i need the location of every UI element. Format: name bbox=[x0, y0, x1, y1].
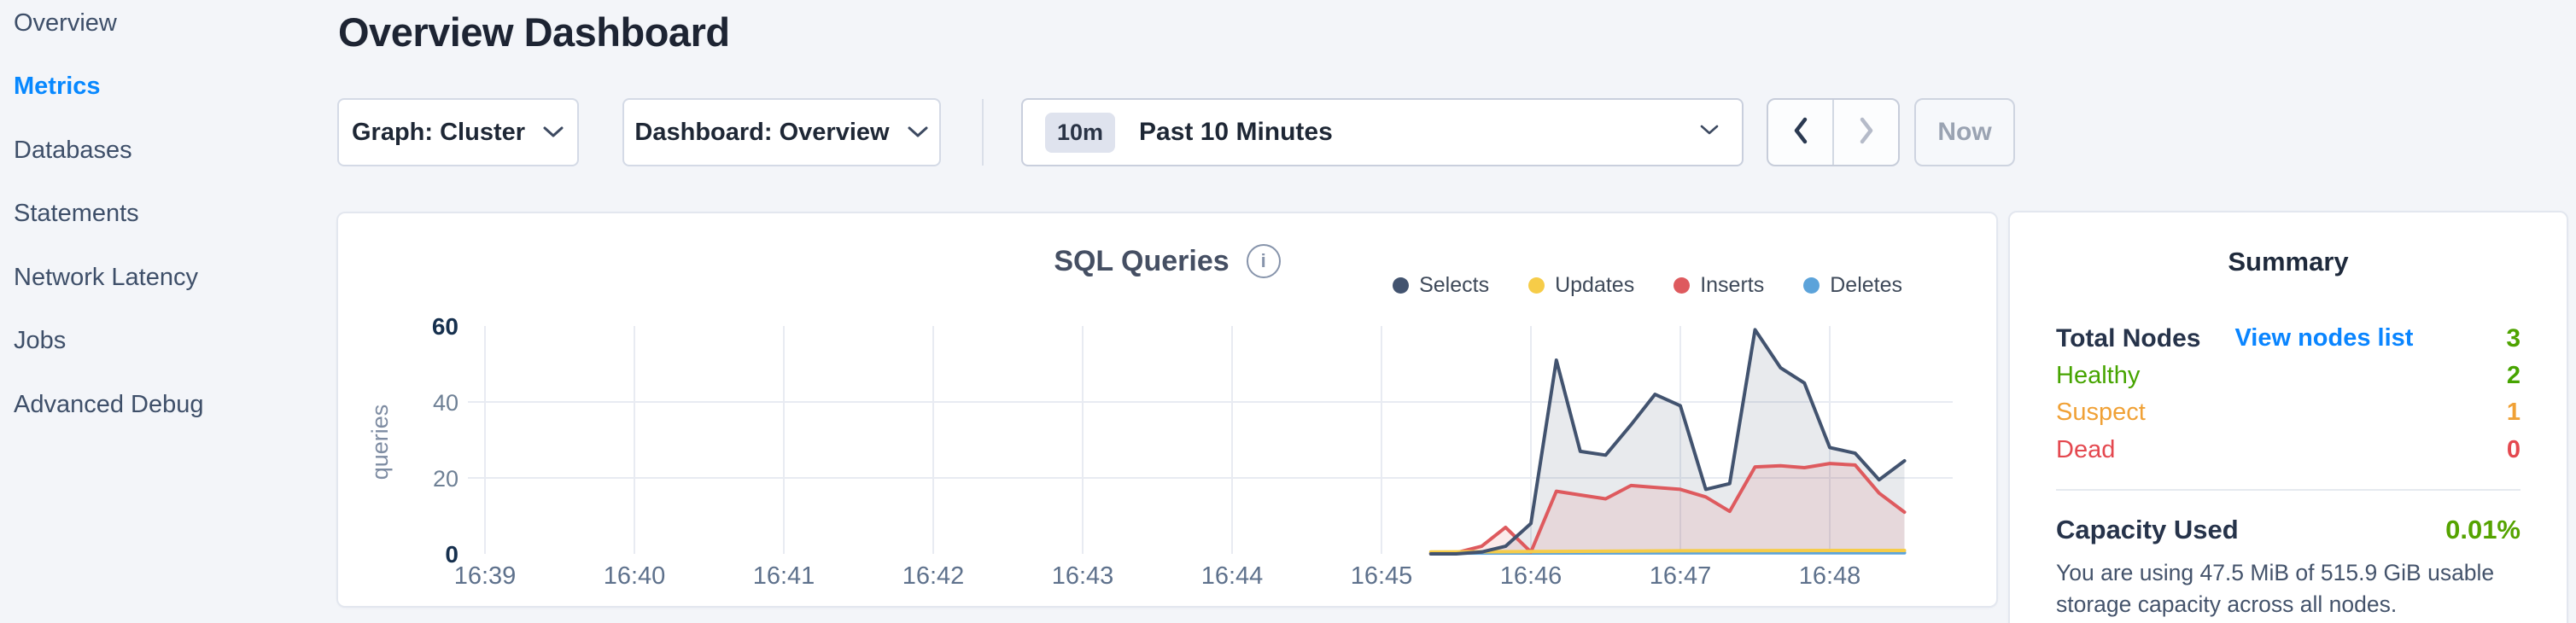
y-tick-label: 0 bbox=[445, 541, 459, 568]
sql-queries-chart-card: SQL Queries i Selects Updates Inserts Delet… bbox=[336, 212, 1998, 608]
legend-label: Inserts bbox=[1700, 273, 1765, 297]
legend-dot-deletes bbox=[1803, 277, 1820, 294]
view-nodes-list-link[interactable]: View nodes list bbox=[2234, 324, 2414, 352]
summary-title: Summary bbox=[2228, 247, 2349, 277]
x-tick-label: 16:45 bbox=[1351, 562, 1413, 590]
legend-dot-updates bbox=[1528, 277, 1545, 294]
chart-legend: Selects Updates Inserts Deletes bbox=[1393, 273, 1902, 298]
x-tick-label: 16:42 bbox=[902, 562, 965, 590]
x-tick-label: 16:48 bbox=[1799, 562, 1861, 590]
legend-label: Selects bbox=[1419, 273, 1490, 297]
series-line-selects bbox=[1428, 328, 1907, 556]
x-tick-label: 16:41 bbox=[753, 562, 815, 590]
sidebar-item-databases[interactable]: Databases bbox=[14, 136, 132, 164]
x-tick-label: 16:43 bbox=[1052, 562, 1114, 590]
capacity-used-label: Capacity Used bbox=[2056, 515, 2239, 544]
legend-item-inserts: Inserts bbox=[1674, 273, 1764, 298]
x-tick-label: 16:44 bbox=[1201, 562, 1264, 590]
dashboard-dropdown[interactable]: Dashboard: Overview bbox=[622, 98, 941, 166]
summary-rows: Total Nodes View nodes list 3 Healthy 2 … bbox=[2056, 320, 2521, 469]
graph-scope-dropdown[interactable]: Graph: Cluster bbox=[337, 98, 579, 166]
chevron-left-icon bbox=[1790, 115, 1811, 150]
sql-queries-chart-plot[interactable]: 16:39 16:40 16:41 16:42 16:43 16:44 16:45 16:46… bbox=[338, 213, 2000, 609]
series-area-selects bbox=[1430, 329, 1905, 554]
sidebar-item-network-latency[interactable]: Network Latency bbox=[14, 263, 198, 291]
sidebar-nav: Overview Metrics Databases Statements Networ… bbox=[0, 0, 335, 437]
x-tick-label: 16:47 bbox=[1650, 562, 1712, 590]
sidebar-item-advanced-debug[interactable]: Advanced Debug bbox=[14, 390, 204, 418]
dead-label: Dead bbox=[2056, 435, 2116, 463]
suspect-value: 1 bbox=[2506, 399, 2521, 427]
series-line-inserts bbox=[1428, 462, 1907, 556]
y-tick-label: 40 bbox=[433, 390, 459, 416]
dead-value: 0 bbox=[2506, 435, 2521, 463]
summary-row-total-nodes: Total Nodes View nodes list 3 bbox=[2056, 320, 2521, 358]
total-nodes-value: 3 bbox=[2506, 323, 2521, 352]
sidebar-item-overview[interactable]: Overview bbox=[14, 9, 117, 37]
series-line-updates bbox=[1428, 549, 1907, 554]
y-axis-title: queries bbox=[367, 405, 393, 480]
summary-row-dead: Dead 0 bbox=[2056, 432, 2521, 469]
dashboard-dropdown-label: Dashboard: Overview bbox=[634, 118, 890, 146]
legend-label: Updates bbox=[1555, 273, 1635, 297]
chevron-down-icon bbox=[907, 125, 929, 139]
summary-row-suspect: Suspect 1 bbox=[2056, 394, 2521, 432]
x-tick-label: 16:40 bbox=[604, 562, 666, 590]
chevron-down-icon bbox=[1699, 124, 1720, 141]
time-step-back-button[interactable] bbox=[1768, 100, 1834, 165]
capacity-used-description: You are using 47.5 MiB of 515.9 GiB usab… bbox=[2056, 560, 2495, 617]
summary-card: Summary Total Nodes View nodes list 3 He… bbox=[2008, 211, 2568, 623]
graph-scope-dropdown-label: Graph: Cluster bbox=[351, 118, 526, 146]
sidebar-item-statements[interactable]: Statements bbox=[14, 200, 139, 228]
toolbar-divider bbox=[982, 99, 984, 166]
time-range-dropdown[interactable]: 10m Past 10 Minutes bbox=[1021, 98, 1744, 166]
legend-item-updates: Updates bbox=[1528, 273, 1634, 298]
page-title: Overview Dashboard bbox=[338, 9, 730, 55]
chart-title-row: SQL Queries i bbox=[338, 244, 1996, 278]
sidebar-item-metrics[interactable]: Metrics bbox=[14, 73, 101, 101]
summary-row-healthy: Healthy 2 bbox=[2056, 358, 2521, 395]
x-tick-label: 16:39 bbox=[454, 562, 517, 590]
time-step-buttons bbox=[1767, 98, 1900, 166]
x-tick-label: 16:46 bbox=[1500, 562, 1563, 590]
total-nodes-label: Total Nodes bbox=[2056, 323, 2201, 352]
chevron-right-icon bbox=[1856, 115, 1877, 150]
capacity-used-value: 0.01% bbox=[2445, 515, 2521, 544]
info-icon[interactable]: i bbox=[1246, 244, 1281, 278]
summary-divider bbox=[2056, 489, 2521, 491]
legend-dot-inserts bbox=[1674, 277, 1691, 294]
y-tick-label: 20 bbox=[433, 466, 459, 492]
now-button[interactable]: Now bbox=[1914, 98, 2015, 166]
time-range-label: Past 10 Minutes bbox=[1139, 118, 1333, 146]
capacity-used-row: Capacity Used 0.01% bbox=[2056, 515, 2521, 545]
legend-item-selects: Selects bbox=[1393, 273, 1489, 298]
legend-item-deletes: Deletes bbox=[1803, 273, 1902, 298]
healthy-value: 2 bbox=[2506, 361, 2521, 389]
chevron-down-icon bbox=[542, 125, 564, 139]
series-area-inserts bbox=[1430, 463, 1905, 554]
legend-dot-selects bbox=[1393, 277, 1410, 294]
chart-title: SQL Queries bbox=[1054, 244, 1230, 277]
time-step-forward-button[interactable] bbox=[1834, 100, 1898, 165]
y-tick-label: 60 bbox=[432, 313, 459, 340]
sidebar-item-jobs[interactable]: Jobs bbox=[14, 327, 67, 355]
suspect-label: Suspect bbox=[2056, 399, 2146, 427]
time-range-preset-badge: 10m bbox=[1045, 112, 1116, 153]
healthy-label: Healthy bbox=[2056, 361, 2141, 389]
legend-label: Deletes bbox=[1830, 273, 1902, 297]
